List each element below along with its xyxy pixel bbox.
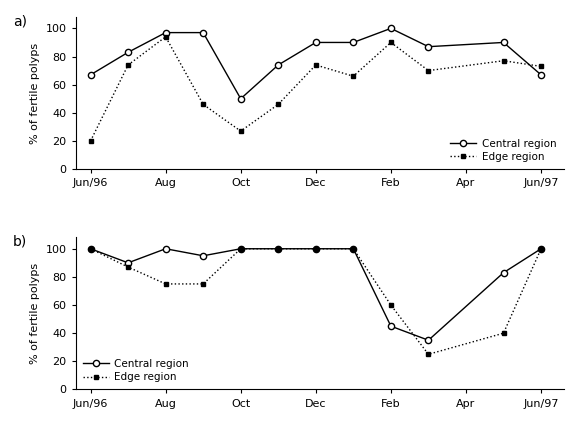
Central region: [162, 246, 169, 251]
Central region: [124, 260, 131, 265]
Edge region: [200, 281, 207, 286]
Central region: [388, 324, 394, 329]
Central region: [388, 26, 394, 31]
Edge region: [537, 246, 544, 251]
Legend: Central region, Edge region: Central region, Edge region: [449, 137, 558, 164]
Edge region: [388, 40, 394, 45]
Y-axis label: % of fertile polyps: % of fertile polyps: [30, 42, 40, 144]
Edge region: [162, 34, 169, 39]
Line: Central region: Central region: [87, 246, 544, 343]
Edge region: [388, 303, 394, 308]
Text: a): a): [13, 14, 27, 28]
Edge region: [350, 74, 357, 79]
Legend: Central region, Edge region: Central region, Edge region: [81, 357, 191, 384]
Central region: [200, 253, 207, 259]
Edge region: [313, 246, 320, 251]
Edge region: [350, 246, 357, 251]
Edge region: [500, 330, 507, 336]
Central region: [425, 338, 432, 343]
Central region: [237, 96, 244, 101]
Central region: [87, 72, 94, 77]
Central region: [350, 246, 357, 251]
Edge region: [313, 62, 320, 68]
Central region: [350, 40, 357, 45]
Text: b): b): [12, 235, 27, 249]
Central region: [537, 72, 544, 77]
Central region: [537, 246, 544, 251]
Central region: [275, 246, 282, 251]
Edge region: [124, 62, 131, 68]
Edge region: [124, 265, 131, 270]
Edge region: [425, 352, 432, 357]
Central region: [200, 30, 207, 35]
Y-axis label: % of fertile polyps: % of fertile polyps: [30, 263, 40, 364]
Edge region: [162, 281, 169, 286]
Central region: [162, 30, 169, 35]
Central region: [87, 246, 94, 251]
Central region: [313, 246, 320, 251]
Edge region: [500, 58, 507, 63]
Edge region: [237, 246, 244, 251]
Edge region: [87, 138, 94, 143]
Central region: [124, 50, 131, 55]
Central region: [500, 270, 507, 275]
Central region: [275, 62, 282, 68]
Edge region: [87, 246, 94, 251]
Edge region: [237, 128, 244, 134]
Edge region: [275, 246, 282, 251]
Central region: [500, 40, 507, 45]
Central region: [313, 40, 320, 45]
Edge region: [275, 102, 282, 107]
Edge region: [200, 102, 207, 107]
Line: Edge region: Edge region: [88, 247, 543, 357]
Edge region: [425, 68, 432, 73]
Line: Central region: Central region: [87, 25, 544, 102]
Central region: [425, 44, 432, 49]
Central region: [237, 246, 244, 251]
Line: Edge region: Edge region: [88, 34, 543, 143]
Edge region: [537, 64, 544, 69]
